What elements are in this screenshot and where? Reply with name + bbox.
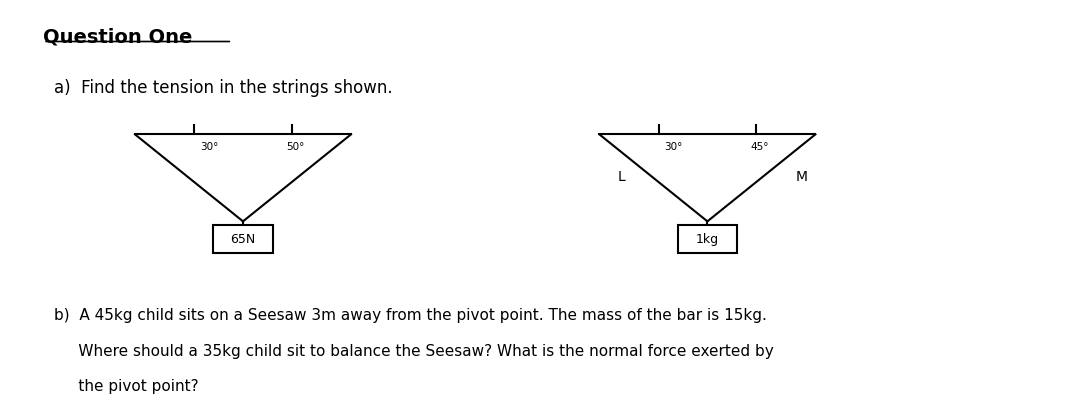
Text: Question One: Question One [43, 28, 192, 47]
Text: 65N: 65N [230, 233, 256, 246]
Text: b)  A 45kg child sits on a Seesaw 3m away from the pivot point. The mass of the : b) A 45kg child sits on a Seesaw 3m away… [54, 308, 767, 323]
Text: 45°: 45° [751, 142, 769, 152]
Text: 30°: 30° [200, 142, 218, 152]
FancyBboxPatch shape [678, 225, 738, 253]
Text: 30°: 30° [664, 142, 683, 152]
FancyBboxPatch shape [214, 225, 272, 253]
Text: L: L [617, 170, 625, 184]
Text: Where should a 35kg child sit to balance the Seesaw? What is the normal force ex: Where should a 35kg child sit to balance… [54, 344, 773, 359]
Text: the pivot point?: the pivot point? [54, 379, 199, 394]
Text: M: M [795, 170, 808, 184]
Text: 50°: 50° [286, 142, 305, 152]
Text: a)  Find the tension in the strings shown.: a) Find the tension in the strings shown… [54, 79, 393, 97]
Text: 1kg: 1kg [696, 233, 719, 246]
